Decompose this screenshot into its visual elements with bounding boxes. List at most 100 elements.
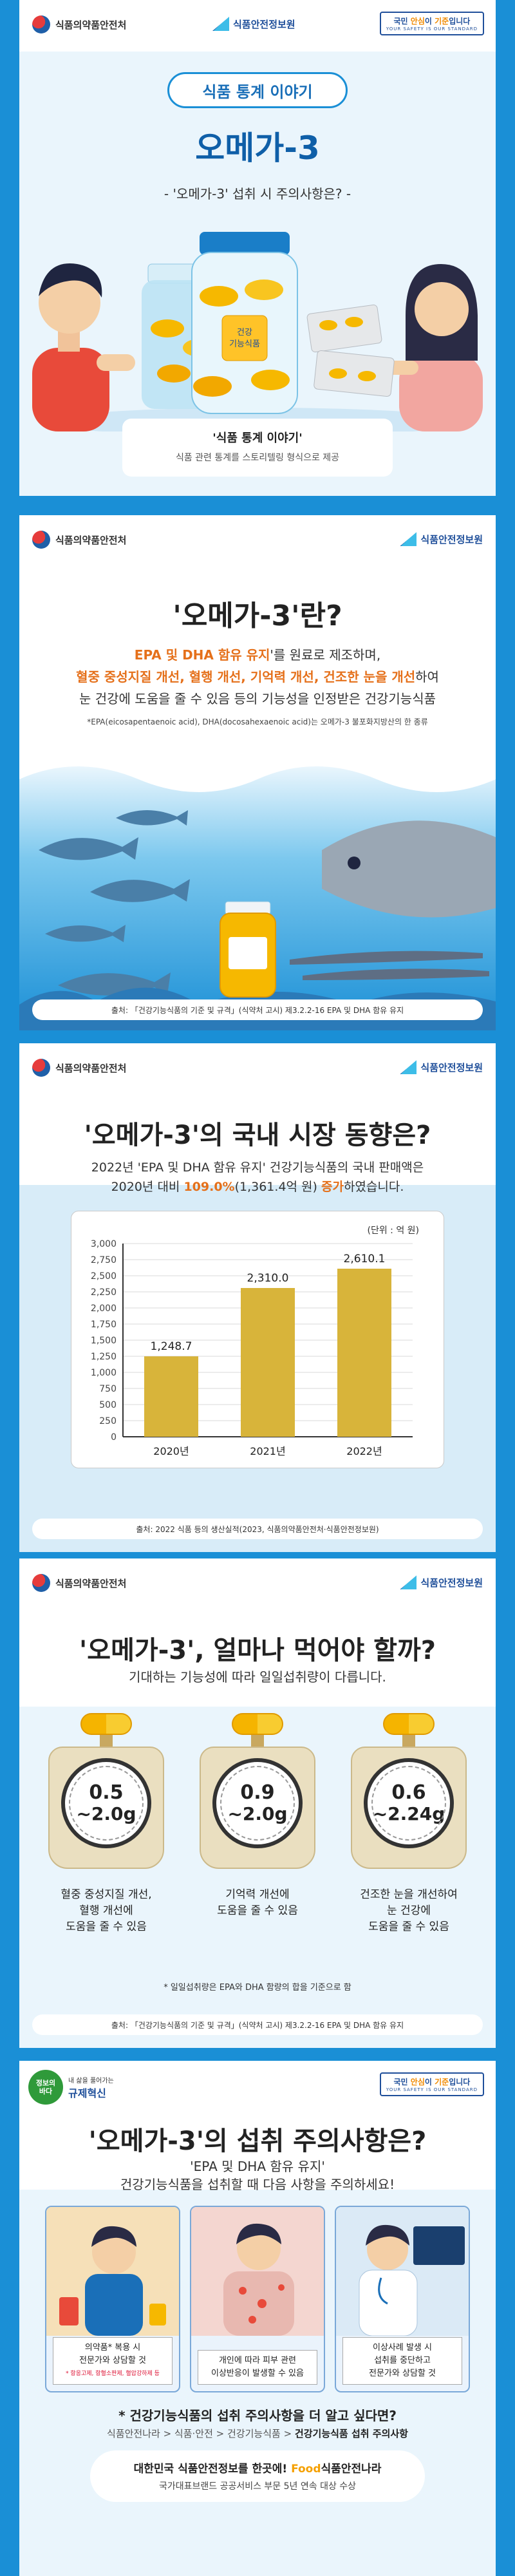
scale-label-line: 도움을 줄 수 있음 bbox=[217, 1904, 298, 1917]
slogan-mid: 이 bbox=[424, 17, 435, 26]
slogan-box: 국민 안심이 기준입니다 YOUR SAFETY IS OUR STANDARD bbox=[379, 2072, 484, 2096]
page-subtitle: - '오메가-3' 섭취 시 주의사항은? - bbox=[164, 186, 351, 202]
source-note: 출처: 2022 식품 등의 생산실적(2023, 식품의약품안전처·식품안전정… bbox=[32, 1519, 483, 1539]
caution-caption: 의약품* 복용 시 전문가와 상담할 것 * 항응고제, 항혈소판제, 혈압강하… bbox=[53, 2337, 173, 2385]
regulation-badge: 정보의 바다 내 삶을 풀어가는 규제혁신 bbox=[28, 2070, 114, 2105]
caution-line: 이상사례 발생 시 bbox=[373, 2343, 432, 2353]
slogan-suffix: 입니다 bbox=[449, 2078, 471, 2087]
x-tick-label: 2021년 bbox=[250, 1445, 285, 1457]
capsule-icon bbox=[80, 1713, 132, 1735]
mfds-emblem-icon bbox=[32, 15, 50, 33]
badge-circle: 정보의 바다 bbox=[28, 2070, 63, 2105]
bottle-label-line2: 기능식품 bbox=[229, 339, 260, 349]
x-axis-labels: 2020년 2021년 2022년 bbox=[153, 1445, 382, 1457]
mfds-logo: 식품의약품안전처 bbox=[32, 531, 126, 549]
y-tick-label: 1,750 bbox=[91, 1320, 117, 1330]
scale-dial: 0.5 ~2.0g bbox=[61, 1758, 151, 1848]
scale-stand bbox=[402, 1735, 415, 1747]
bottle-label-line1: 건강 bbox=[237, 328, 252, 337]
panel-market: 식품의약품안전처 식품안전정보원 '오메가-3'의 국내 시장 동향은? 202… bbox=[19, 1043, 496, 1552]
y-tick-label: 2,500 bbox=[91, 1271, 117, 1282]
caution-footnote: * 항응고제, 항혈소판제, 혈압강하제 등 bbox=[66, 2371, 160, 2377]
slogan-highlight-2: 기준 bbox=[435, 2078, 449, 2087]
nifds-logo: 식품안전정보원 bbox=[400, 1575, 483, 1589]
dose-max: ~2.0g bbox=[227, 1803, 288, 1824]
navigation-path: 식품안전나라 > 식품·안전 > 건강기능식품 > 건강기능식품 섭취 주의사항 bbox=[19, 2427, 496, 2440]
dose-max: ~2.0g bbox=[76, 1803, 136, 1824]
nifds-logo: 식품안전정보원 bbox=[400, 532, 483, 546]
dose-min: 0.6 bbox=[391, 1781, 426, 1804]
scale-stand bbox=[251, 1735, 264, 1747]
intake-note: * 일일섭취량은 EPA와 DHA 함량의 합을 기준으로 함 bbox=[164, 1983, 351, 1993]
fish-school bbox=[39, 810, 190, 996]
mfds-emblem-icon bbox=[32, 531, 50, 549]
dose-min: 0.5 bbox=[89, 1781, 124, 1804]
definition-line-1: EPA 및 DHA 함유 유지'를 원료로 제조하며, bbox=[32, 644, 483, 666]
market-desc: 2022년 'EPA 및 DHA 함유 유지' 건강기능식품의 국내 판매액은 … bbox=[32, 1158, 483, 1197]
banner-text-b: 식품안전나라 bbox=[321, 2463, 382, 2476]
section-subtitle-1: 'EPA 및 DHA 함유 유지' bbox=[190, 2159, 325, 2174]
definition-text: EPA 및 DHA 함유 유지'를 원료로 제조하며, 혈중 중성지질 개선, … bbox=[32, 644, 483, 710]
growth-word: 증가 bbox=[321, 1180, 344, 1194]
panel-header: 식품의약품안전처 식품안전정보원 국민 안심이 기준입니다 YOUR SAFET… bbox=[19, 0, 496, 52]
market-desc-line-2: 2020년 대비 109.0%(1,361.4억 원) 증가하였습니다. bbox=[32, 1177, 483, 1197]
food-logo-text: Food bbox=[291, 2463, 321, 2476]
source-note: 출처: 「건강기능식품의 기준 및 규격」(식약처 고시) 제3.2.2-16 … bbox=[32, 2014, 483, 2035]
caption-desc: 식품 관련 통계를 스토리텔링 형식으로 제공 bbox=[175, 453, 340, 463]
nifds-emblem-icon bbox=[400, 532, 417, 546]
caution-line: 섭취를 중단하고 bbox=[374, 2356, 431, 2365]
badge-circle-line-2: 바다 bbox=[39, 2087, 53, 2096]
definition-line-2-rest: 하여 bbox=[415, 669, 439, 685]
slogan-prefix: 국민 bbox=[393, 2078, 411, 2087]
function-list: 혈중 중성지질 개선, 혈행 개선, 기억력 개선, 건조한 눈을 개선 bbox=[76, 669, 416, 685]
scale-memory: 0.9 ~2.0g 기억력 개선에 도움을 줄 수 있음 bbox=[193, 1713, 322, 1917]
caution-card-skin: 개인에 따라 피부 관련 이상반응이 발생할 수 있음 bbox=[190, 2206, 325, 2392]
value-label: 2,310.0 bbox=[247, 1272, 289, 1285]
scale-label-line: 눈 건강에 bbox=[387, 1904, 431, 1917]
nifds-emblem-icon bbox=[400, 1575, 417, 1589]
woman-illustration bbox=[380, 264, 483, 431]
mfds-logo: 식품의약품안전처 bbox=[32, 15, 126, 33]
market-desc-line-1: 2022년 'EPA 및 DHA 함유 유지' 건강기능식품의 국내 판매액은 bbox=[91, 1160, 424, 1175]
slogan-mid: 이 bbox=[424, 2078, 435, 2087]
market-desc-part-c: 하였습니다. bbox=[343, 1180, 404, 1194]
caution-line: 전문가와 상담할 것 bbox=[369, 2369, 436, 2378]
blister-pack bbox=[306, 304, 395, 397]
ocean-illustration bbox=[19, 766, 496, 1030]
bar-2021년 bbox=[241, 1288, 295, 1437]
mfds-logo-text: 식품의약품안전처 bbox=[55, 534, 127, 546]
mfds-emblem-icon bbox=[32, 1574, 50, 1592]
y-tick-label: 500 bbox=[99, 1400, 117, 1410]
man-illustration bbox=[32, 263, 135, 431]
nifds-emblem-icon bbox=[212, 17, 229, 31]
scale-dry-eye: 0.6 ~2.24g 건조한 눈을 개선하여 눈 건강에 도움을 줄 수 있음 bbox=[344, 1713, 473, 1933]
y-tick-label: 1,500 bbox=[91, 1336, 117, 1346]
bar-2020년 bbox=[144, 1356, 198, 1437]
definition-line-3: 눈 건강에 도움을 줄 수 있음 등의 기능성을 인정받은 건강기능식품 bbox=[79, 691, 436, 706]
y-tick-label: 1,250 bbox=[91, 1352, 117, 1362]
y-tick-label: 0 bbox=[111, 1432, 117, 1443]
sales-bar-chart: 0 250 500 750 1,000 1,250 1,500 1,750 2,000 2,250… bbox=[91, 1226, 419, 1457]
slogan-suffix: 입니다 bbox=[449, 17, 471, 26]
scale-triglyceride: 0.5 ~2.0g 혈중 중성지질 개선, 혈행 개선에 도움을 줄 수 있음 bbox=[42, 1713, 171, 1933]
mfds-logo-text: 식품의약품안전처 bbox=[55, 1577, 127, 1589]
definition-highlight: EPA 및 DHA 함유 유지 bbox=[134, 647, 270, 663]
caution-line: 전문가와 상담할 것 bbox=[79, 2356, 146, 2365]
y-axis-ticks: 0 250 500 750 1,000 1,250 1,500 1,750 2,000 2,250… bbox=[91, 1239, 117, 1443]
caution-card-medication: 의약품* 복용 시 전문가와 상담할 것 * 항응고제, 항혈소판제, 혈압강하… bbox=[45, 2206, 180, 2392]
banner-line-2: 국가대표브랜드 공공서비스 부문 5년 연속 대상 수상 bbox=[158, 2481, 357, 2492]
nifds-logo-text: 식품안전정보원 bbox=[420, 1577, 483, 1589]
scale-label-line: 기억력 개선에 bbox=[225, 1888, 290, 1901]
badge-text: 내 삶을 풀어가는 규제혁신 bbox=[68, 2075, 114, 2100]
mfds-logo-text: 식품의약품안전처 bbox=[55, 19, 127, 31]
nifds-logo-text: 식품안전정보원 bbox=[420, 1061, 483, 1074]
section-title: '오메가-3'의 국내 시장 동향은? bbox=[84, 1121, 431, 1150]
panel-header: 식품의약품안전처 식품안전정보원 bbox=[19, 1558, 496, 1610]
definition-line-2: 혈중 중성지질 개선, 혈행 개선, 기억력 개선, 건조한 눈을 개선하여 bbox=[32, 666, 483, 688]
mfds-logo: 식품의약품안전처 bbox=[32, 1059, 126, 1077]
caution-line: 이상반응이 발생할 수 있음 bbox=[211, 2369, 304, 2378]
dose-max: ~2.24g bbox=[372, 1803, 445, 1824]
source-note: 출처: 「건강기능식품의 기준 및 규격」(식약처 고시) 제3.2.2-16 … bbox=[32, 999, 483, 1020]
more-info-question: * 건강기능식품의 섭취 주의사항을 더 알고 싶다면? bbox=[118, 2408, 397, 2423]
